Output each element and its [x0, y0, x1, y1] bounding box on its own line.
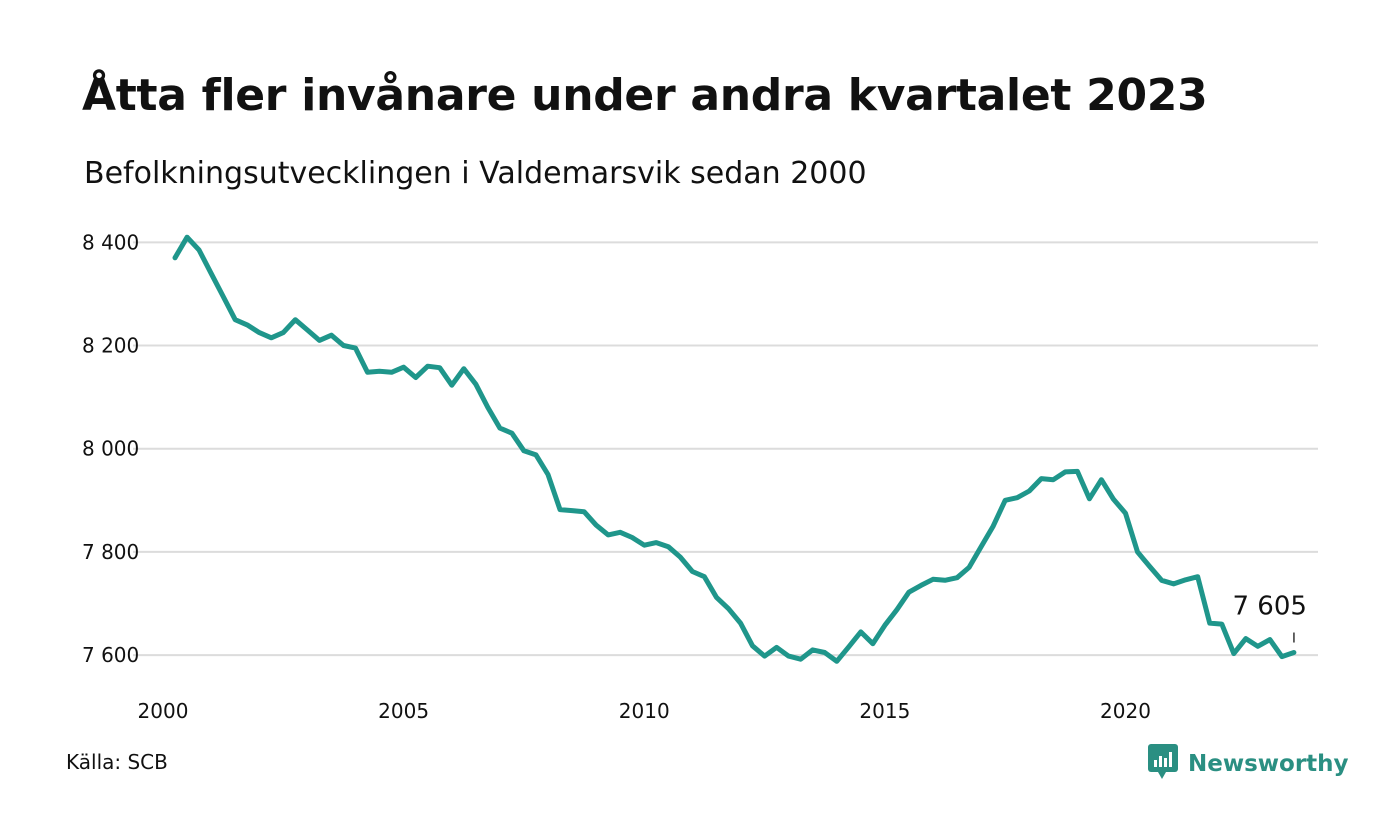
y-tick-label: 8 400: [82, 230, 139, 254]
y-axis-ticks: 7 600 7 800 8 000 8 200 8 400: [82, 230, 139, 667]
x-tick-label: 2000: [138, 699, 189, 723]
x-tick-label: 2010: [619, 699, 670, 723]
grid-lines: [133, 241, 1318, 657]
population-line: [172, 234, 1297, 664]
x-tick-label: 2015: [859, 699, 910, 723]
y-tick-label: 8 200: [82, 334, 139, 358]
brand-logo[interactable]: Newsworthy: [1148, 744, 1349, 784]
end-value-label: 7 605: [1233, 592, 1307, 622]
x-tick-label: 2020: [1100, 699, 1151, 723]
annotation-layer: 7 605: [1233, 592, 1307, 643]
brand-name: Newsworthy: [1188, 751, 1349, 777]
y-tick-label: 7 600: [82, 643, 139, 667]
newsworthy-logo-icon: [1148, 744, 1178, 784]
x-axis-ticks: 2000 2005 2010 2015 2020: [138, 699, 1151, 723]
source-note: Källa: SCB: [66, 750, 168, 774]
y-tick-label: 7 800: [82, 540, 139, 564]
y-tick-label: 8 000: [82, 437, 139, 461]
chart-subtitle: Befolkningsutvecklingen i Valdemarsvik s…: [84, 156, 867, 191]
series-layer: [172, 234, 1297, 664]
x-tick-label: 2005: [378, 699, 429, 723]
chart-title: Åtta fler invånare under andra kvartalet…: [82, 70, 1208, 121]
